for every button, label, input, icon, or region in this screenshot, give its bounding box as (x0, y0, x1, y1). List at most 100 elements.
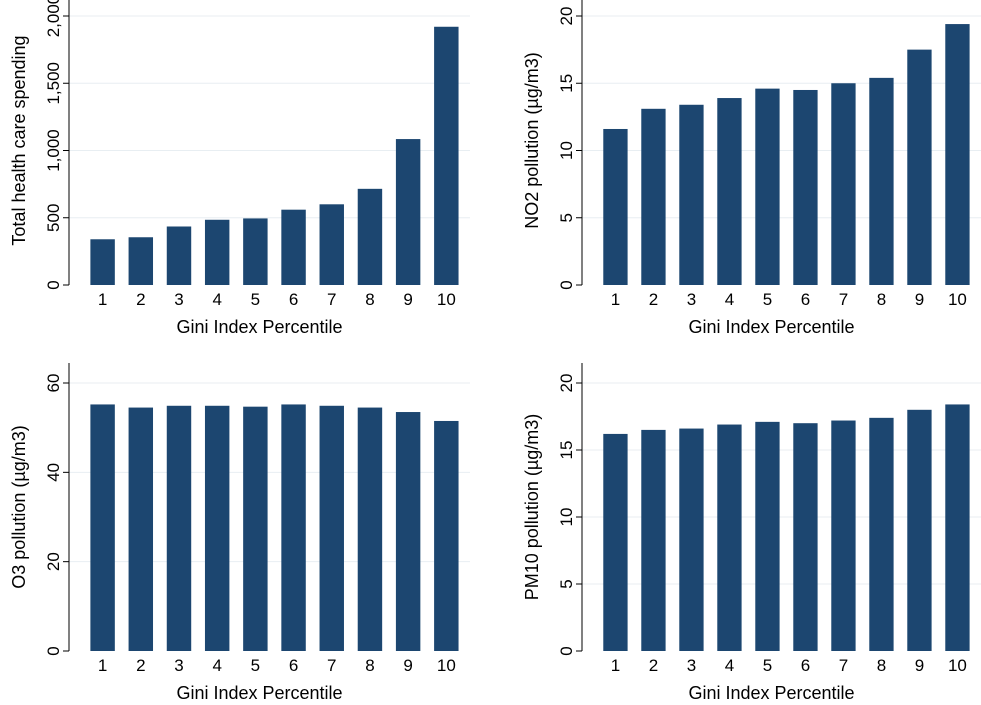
x-tick-label: 10 (948, 656, 967, 675)
y-axis-title: O3 pollution (µg/m3) (9, 425, 29, 588)
x-tick-label: 4 (725, 656, 734, 675)
x-tick-label: 4 (725, 290, 734, 309)
bar-9 (907, 409, 932, 651)
x-tick-label: 2 (649, 656, 658, 675)
bar-8 (357, 407, 383, 651)
bar-7 (831, 83, 856, 285)
x-tick-label: 5 (763, 656, 772, 675)
bar-3 (679, 428, 704, 651)
x-tick-label: 5 (251, 656, 260, 675)
y-tick-label: 5 (557, 213, 576, 222)
bar-1 (90, 404, 115, 651)
bar-3 (166, 226, 192, 285)
x-axis-title: Gini Index Percentile (688, 683, 854, 703)
x-tick-label: 10 (437, 290, 456, 309)
x-tick-label: 3 (687, 290, 696, 309)
bar-5 (243, 406, 268, 651)
bar-6 (793, 423, 818, 651)
x-tick-label: 1 (611, 290, 620, 309)
bar-10 (945, 404, 970, 651)
x-tick-label: 4 (212, 290, 221, 309)
x-tick-label: 5 (763, 290, 772, 309)
x-tick-label: 6 (289, 290, 298, 309)
bar-8 (357, 188, 383, 285)
y-axis-title: Total health care spending (9, 35, 29, 245)
x-tick-label: 8 (877, 656, 886, 675)
x-tick-label: 10 (948, 290, 967, 309)
x-tick-label: 7 (839, 656, 848, 675)
chart-panel-pm10: 0 5 10 15 20 1 2 3 4 5 6 7 8 9 10 Gini Index Percentile… (522, 363, 981, 703)
x-tick-label: 3 (174, 656, 183, 675)
bar-1 (90, 239, 115, 285)
y-tick-label: 40 (44, 463, 63, 482)
bar-1 (603, 128, 628, 285)
y-tick-label: 15 (557, 74, 576, 93)
x-tick-label: 2 (136, 290, 145, 309)
bar-7 (831, 420, 856, 651)
x-tick-label: 9 (403, 656, 412, 675)
x-tick-label: 5 (251, 290, 260, 309)
bar-8 (869, 77, 894, 286)
bar-7 (319, 405, 344, 651)
x-tick-label: 3 (687, 656, 696, 675)
bar-4 (204, 219, 230, 285)
y-tick-label: 1,000 (44, 129, 63, 172)
x-tick-label: 7 (327, 656, 336, 675)
bar-7 (319, 204, 344, 285)
bar-2 (641, 108, 666, 286)
x-tick-label: 8 (365, 656, 374, 675)
x-tick-label: 8 (365, 290, 374, 309)
x-tick-label: 1 (98, 290, 107, 309)
y-tick-label: 15 (557, 441, 576, 460)
bar-9 (907, 49, 932, 285)
y-tick-label: 0 (557, 280, 576, 289)
x-axis-title: Gini Index Percentile (688, 317, 854, 337)
bar-8 (869, 417, 894, 651)
y-tick-label: 5 (557, 579, 576, 588)
bar-5 (243, 218, 268, 285)
chart-panel-o3: 0 20 40 60 1 2 3 4 5 6 7 8 9 10 Gini Index Percentile O… (9, 363, 470, 703)
x-tick-label: 2 (649, 290, 658, 309)
bar-9 (395, 412, 421, 651)
y-axis-title: PM10 pollution (µg/m3) (522, 414, 542, 600)
y-tick-label: 20 (44, 552, 63, 571)
x-tick-label: 9 (915, 656, 924, 675)
x-tick-label: 8 (877, 290, 886, 309)
y-tick-label: 2,000 (44, 0, 63, 37)
x-tick-label: 10 (437, 656, 456, 675)
bar-2 (128, 407, 154, 651)
y-tick-label: 0 (44, 646, 63, 655)
x-tick-label: 1 (611, 656, 620, 675)
x-tick-label: 6 (801, 656, 810, 675)
x-tick-label: 6 (289, 656, 298, 675)
x-tick-label: 3 (174, 290, 183, 309)
y-tick-label: 1,500 (44, 62, 63, 105)
y-axis-title: NO2 pollution (µg/m3) (522, 52, 542, 228)
y-tick-label: 0 (44, 280, 63, 289)
y-tick-label: 20 (557, 374, 576, 393)
bar-3 (679, 104, 704, 286)
bar-10 (434, 420, 459, 651)
bar-2 (128, 237, 154, 285)
bar-2 (641, 429, 666, 651)
x-tick-label: 4 (212, 656, 221, 675)
bar-3 (166, 405, 192, 651)
x-tick-label: 9 (915, 290, 924, 309)
bar-9 (395, 139, 421, 285)
chart-panel-no2: 0 5 10 15 20 1 2 3 4 5 6 7 8 9 10 Gini Index Percentile… (522, 0, 981, 337)
bar-1 (603, 433, 628, 651)
x-tick-label: 2 (136, 656, 145, 675)
x-tick-label: 1 (98, 656, 107, 675)
y-tick-label: 500 (44, 204, 63, 232)
bar-5 (755, 421, 780, 651)
chart-panel-health-spending: 0 500 1,000 1,500 2,000 1 2 3 4 5 6 7 8 9 10 Gini Index… (9, 0, 470, 337)
bar-6 (281, 404, 306, 651)
bar-4 (717, 98, 742, 285)
y-tick-label: 0 (557, 646, 576, 655)
bar-10 (434, 26, 459, 285)
y-tick-label: 10 (557, 141, 576, 160)
bar-10 (945, 24, 970, 285)
x-tick-label: 9 (403, 290, 412, 309)
bar-6 (793, 89, 818, 285)
